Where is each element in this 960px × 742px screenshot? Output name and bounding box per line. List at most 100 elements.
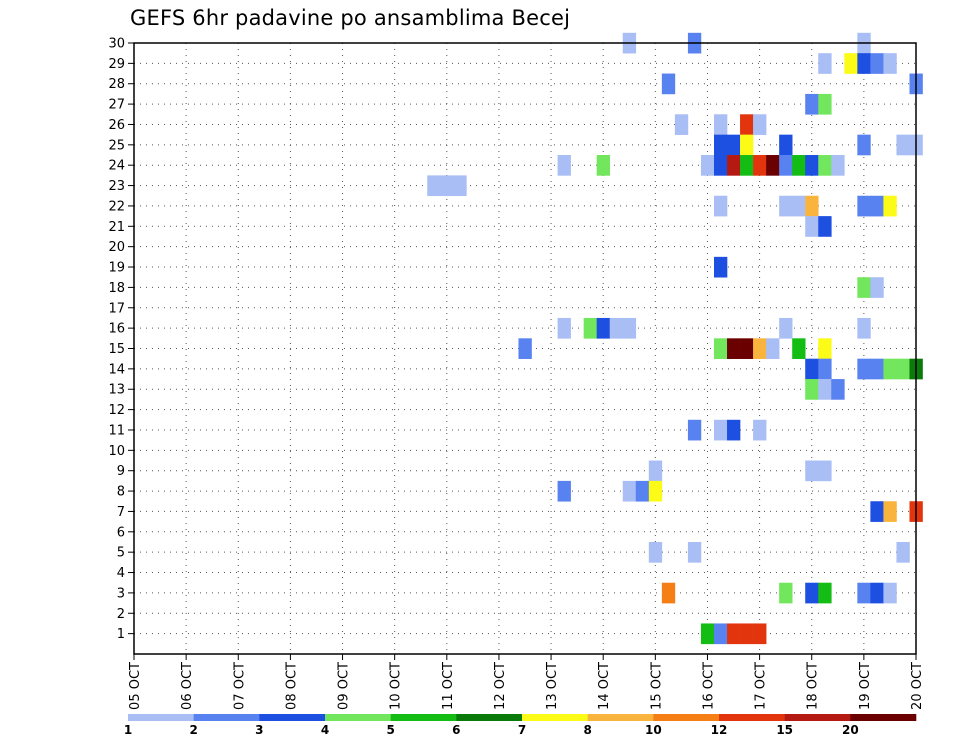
heatmap-cell [870,582,884,604]
heatmap-cell [687,541,702,563]
legend-swatch [128,714,194,721]
heatmap-cell [818,358,832,380]
x-tick-label: 07 OCT [232,662,247,710]
heatmap-cell [622,480,637,502]
heatmap-cell [727,338,741,359]
legend-swatch [259,714,326,721]
heatmap-cell [805,155,819,176]
heatmap-cell [792,195,806,217]
legend-swatch [193,714,260,721]
heatmap-cell [674,114,689,135]
legend-label: 15 [776,723,793,737]
heatmap-cell [713,623,728,645]
heatmap-cell [727,623,741,645]
heatmap-cell [870,53,884,74]
y-tick-label: 17 [108,301,125,316]
legend-label: 3 [255,723,263,737]
heatmap-cell [766,338,780,359]
heatmap-cell [870,195,884,217]
y-tick-label: 28 [108,77,125,92]
y-tick-label: 27 [108,98,125,113]
x-axis: 05 OCT 06 OCT 07 OCT 08 OCT 09 OCT 10 OCT 11 O… [128,654,925,710]
x-tick-label: 09 OCT [337,662,352,710]
x-tick-label: 19 OCT [858,662,873,710]
heatmap-cell [805,460,819,482]
heatmap-cell [857,277,871,298]
heatmap-cell [779,155,793,176]
heatmap-cell [779,134,793,156]
y-tick-label: 25 [108,138,125,153]
heatmap-cell [818,379,832,400]
heatmap-cell [661,73,676,95]
heatmap-cell [713,195,728,217]
heatmap-cell [661,582,676,604]
y-tick-label: 7 [117,505,125,520]
heatmap-cell [687,419,702,441]
y-tick-label: 26 [108,118,125,133]
y-tick-label: 12 [108,403,125,418]
grid-layer [134,43,916,654]
heatmap-cell [857,358,871,380]
x-tick-label: 05 OCT [128,662,143,710]
x-tick-label: 06 OCT [180,662,195,710]
heatmap-cell [870,501,884,522]
y-tick-label: 15 [108,342,125,357]
y-tick-label: 9 [117,464,125,479]
cells-layer [427,32,923,645]
legend-label: 10 [645,723,662,737]
heatmap-cell [713,338,728,359]
y-tick-label: 6 [117,525,125,540]
heatmap-cell [857,134,871,156]
legend-swatch [587,714,654,721]
heatmap-cell [596,317,611,339]
y-tick-label: 19 [108,261,125,276]
heatmap-cell [883,53,897,74]
heatmap-cell [896,134,910,156]
legend-swatch [390,714,457,721]
legend-label: 2 [189,723,197,737]
y-tick-label: 10 [108,444,125,459]
heatmap-cell [557,317,571,339]
legend-label: 7 [518,723,526,737]
y-tick-label: 23 [108,179,125,194]
y-tick-label: 24 [108,159,125,174]
y-tick-label: 21 [108,220,125,235]
heatmap-cell [818,155,832,176]
heatmap-cell [557,480,571,502]
heatmap-cell [857,582,871,604]
x-tick-label: 18 OCT [806,662,821,710]
heatmap-cell [713,155,728,176]
heatmap-cell [622,317,637,339]
y-tick-label: 3 [117,586,125,601]
heatmap-cell [805,379,819,400]
legend-swatch [522,714,588,721]
legend-swatch [325,714,391,721]
heatmap-cell [753,155,767,176]
heatmap-cell [518,338,532,359]
y-tick-label: 5 [117,546,125,561]
heatmap-cell [818,582,832,604]
heatmap-cell [609,317,624,339]
heatmap-cell [805,93,819,115]
y-tick-label: 22 [108,199,125,214]
x-tick-label: 14 OCT [597,662,612,710]
heatmap-cell [427,175,441,197]
heatmap-cell [896,358,910,380]
heatmap-cell [883,501,897,522]
heatmap-cell [870,358,884,380]
heatmap-cell [779,582,793,604]
heatmap-cell [805,582,819,604]
heatmap-cell [896,541,910,563]
legend-label: 8 [583,723,591,737]
x-tick-label: 12 OCT [493,662,508,710]
heatmap-cell [857,317,871,339]
x-tick-label: 10 OCT [389,662,404,710]
y-tick-label: 8 [117,485,125,500]
heatmap-cell [818,460,832,482]
heatmap-cell [648,541,663,563]
heatmap-cell [883,358,897,380]
heatmap-cell [805,216,819,237]
legend-label: 5 [386,723,394,737]
heatmap-cell [870,277,884,298]
